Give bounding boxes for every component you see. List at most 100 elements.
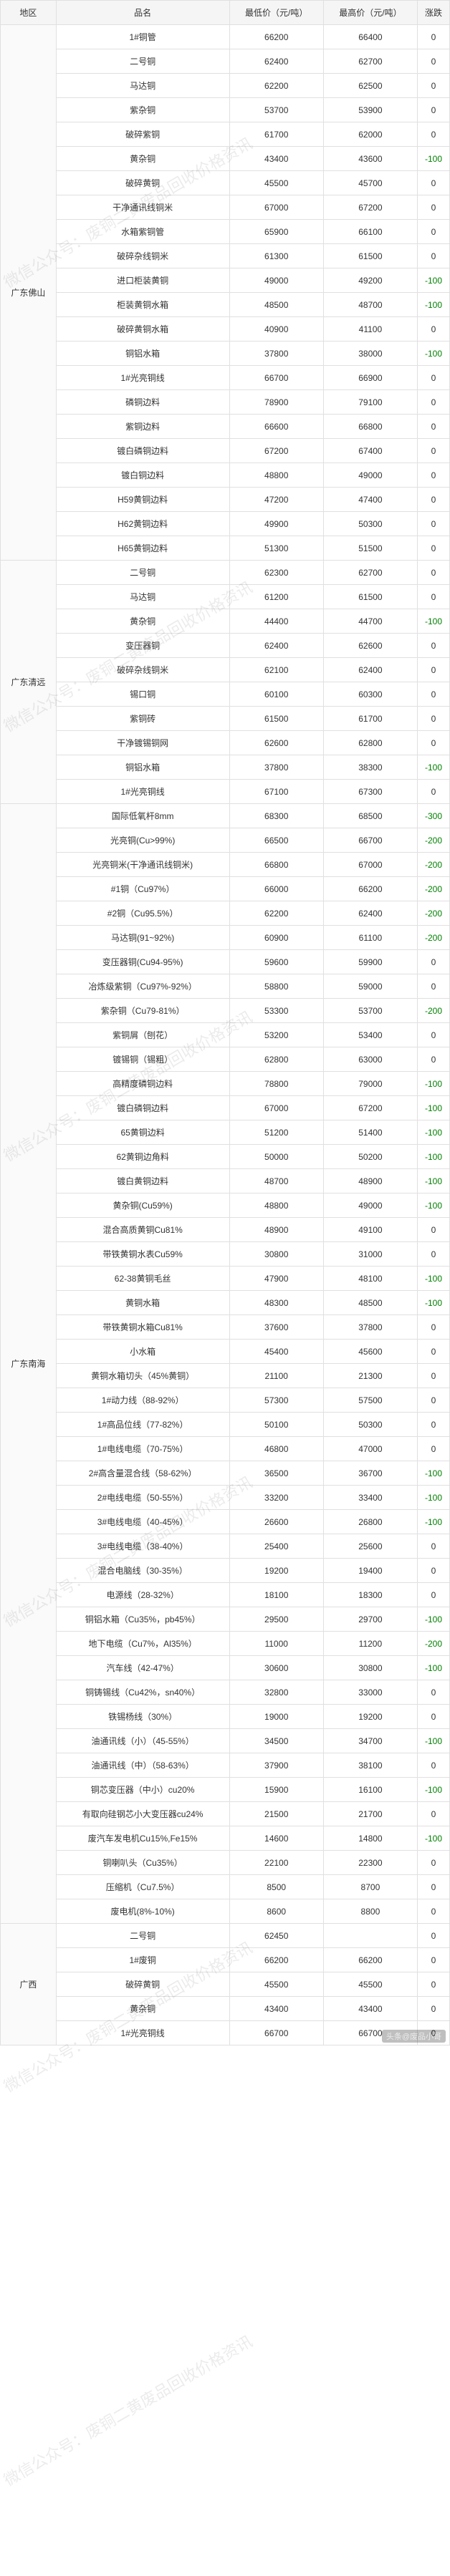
low-price: 67000 bbox=[229, 195, 323, 220]
table-row: 破碎黄铜水箱40900411000 bbox=[1, 317, 450, 342]
table-row: 65黄铜边料5120051400-100 bbox=[1, 1120, 450, 1145]
high-price: 34700 bbox=[323, 1729, 417, 1753]
high-price: 30800 bbox=[323, 1656, 417, 1680]
product-name: 油通讯线（中）（58-63%） bbox=[56, 1753, 229, 1778]
low-price: 34500 bbox=[229, 1729, 323, 1753]
table-row: 铁锡杨线（30%）19000192000 bbox=[1, 1705, 450, 1729]
low-price: 49000 bbox=[229, 268, 323, 293]
table-row: 光亮铜米(干净通讯线铜米)6680067000-200 bbox=[1, 853, 450, 877]
low-price: 45400 bbox=[229, 1340, 323, 1364]
table-row: 铜铸锡线（Cu42%，sn40%）32800330000 bbox=[1, 1680, 450, 1705]
product-name: 二号铜 bbox=[56, 49, 229, 74]
change-value: -100 bbox=[418, 755, 450, 780]
high-price: 49100 bbox=[323, 1218, 417, 1242]
source-tag: 头条@废品小哥 bbox=[382, 2030, 446, 2043]
change-value: -100 bbox=[418, 1096, 450, 1120]
product-name: H62黄铜边料 bbox=[56, 512, 229, 536]
product-name: 1#高品位线（77-82%） bbox=[56, 1413, 229, 1437]
change-value: -100 bbox=[418, 1193, 450, 1218]
product-name: H59黄铜边料 bbox=[56, 488, 229, 512]
low-price: 66700 bbox=[229, 2021, 323, 2045]
change-value: -100 bbox=[418, 1145, 450, 1169]
change-value: 0 bbox=[418, 1364, 450, 1388]
table-row: 地下电缆（Cu7%，Al35%）1100011200-200 bbox=[1, 1632, 450, 1656]
low-price: 62200 bbox=[229, 74, 323, 98]
change-value: -100 bbox=[418, 342, 450, 366]
high-price: 8800 bbox=[323, 1899, 417, 1924]
table-row: 铜芯变压器（中小）cu20%1590016100-100 bbox=[1, 1778, 450, 1802]
product-name: 混合高质黄铜Cu81% bbox=[56, 1218, 229, 1242]
change-value: 0 bbox=[418, 707, 450, 731]
table-row: 混合电脑线（30-35%）19200194000 bbox=[1, 1559, 450, 1583]
table-row: 黄铜水箱切头（45%黄铜）21100213000 bbox=[1, 1364, 450, 1388]
table-row: 铜铝水箱（Cu35%，pb45%）2950029700-100 bbox=[1, 1607, 450, 1632]
low-price: 51200 bbox=[229, 1120, 323, 1145]
low-price: 32800 bbox=[229, 1680, 323, 1705]
high-price: 48100 bbox=[323, 1267, 417, 1291]
low-price: 60100 bbox=[229, 682, 323, 707]
high-price: 67000 bbox=[323, 853, 417, 877]
change-value: 0 bbox=[418, 950, 450, 974]
table-row: 马达铜62200625000 bbox=[1, 74, 450, 98]
high-price: 47000 bbox=[323, 1437, 417, 1461]
product-name: 小水箱 bbox=[56, 1340, 229, 1364]
high-price: 45500 bbox=[323, 1972, 417, 1997]
table-row: 黄杂铜4340043600-100 bbox=[1, 147, 450, 171]
high-price: 50300 bbox=[323, 512, 417, 536]
product-name: 国际低氧杆8mm bbox=[56, 804, 229, 828]
table-row: 冶炼级紫铜（Cu97%-92%）58800590000 bbox=[1, 974, 450, 999]
low-price: 11000 bbox=[229, 1632, 323, 1656]
change-value: 0 bbox=[418, 415, 450, 439]
low-price: 60900 bbox=[229, 926, 323, 950]
high-price bbox=[323, 1924, 417, 1948]
table-row: 柜装黄铜水箱4850048700-100 bbox=[1, 293, 450, 317]
high-price: 50300 bbox=[323, 1413, 417, 1437]
high-price: 53900 bbox=[323, 98, 417, 122]
high-price: 62600 bbox=[323, 634, 417, 658]
high-price: 26800 bbox=[323, 1510, 417, 1534]
low-price: 62400 bbox=[229, 49, 323, 74]
table-row: 镀白磷铜边料6700067200-100 bbox=[1, 1096, 450, 1120]
high-price: 49000 bbox=[323, 463, 417, 488]
table-row: 破碎黄铜45500455000 bbox=[1, 1972, 450, 1997]
product-name: 冶炼级紫铜（Cu97%-92%） bbox=[56, 974, 229, 999]
low-price: 62200 bbox=[229, 901, 323, 926]
high-price: 31000 bbox=[323, 1242, 417, 1267]
high-price: 29700 bbox=[323, 1607, 417, 1632]
product-name: #1铜（Cu97%） bbox=[56, 877, 229, 901]
change-value: 0 bbox=[418, 25, 450, 49]
table-row: 干净镀锡铜网62600628000 bbox=[1, 731, 450, 755]
low-price: 47900 bbox=[229, 1267, 323, 1291]
high-price: 48700 bbox=[323, 293, 417, 317]
high-price: 51400 bbox=[323, 1120, 417, 1145]
high-price: 67200 bbox=[323, 195, 417, 220]
high-price: 11200 bbox=[323, 1632, 417, 1656]
low-price: 50000 bbox=[229, 1145, 323, 1169]
table-row: 62黄铜边角料5000050200-100 bbox=[1, 1145, 450, 1169]
change-value: -200 bbox=[418, 853, 450, 877]
low-price: 22100 bbox=[229, 1851, 323, 1875]
high-price: 43600 bbox=[323, 147, 417, 171]
change-value: 0 bbox=[418, 561, 450, 585]
change-value: 0 bbox=[418, 317, 450, 342]
product-name: 2#高含量混合线（58-62%） bbox=[56, 1461, 229, 1486]
low-price: 29500 bbox=[229, 1607, 323, 1632]
high-price: 51500 bbox=[323, 536, 417, 561]
product-name: 进口柜装黄铜 bbox=[56, 268, 229, 293]
low-price: 25400 bbox=[229, 1534, 323, 1559]
product-name: 变压器铜(Cu94-95%) bbox=[56, 950, 229, 974]
product-name: 紫铜砖 bbox=[56, 707, 229, 731]
table-row: 铜铝水箱3780038000-100 bbox=[1, 342, 450, 366]
change-value: 0 bbox=[418, 1340, 450, 1364]
high-price: 66800 bbox=[323, 415, 417, 439]
table-row: 干净通讯线铜米67000672000 bbox=[1, 195, 450, 220]
low-price: 58800 bbox=[229, 974, 323, 999]
high-price: 53700 bbox=[323, 999, 417, 1023]
product-name: 破碎黄铜 bbox=[56, 1972, 229, 1997]
table-row: 1#光亮铜线66700669000 bbox=[1, 366, 450, 390]
change-value: 0 bbox=[418, 658, 450, 682]
table-row: 3#电线电缆（40-45%）2660026800-100 bbox=[1, 1510, 450, 1534]
low-price: 49900 bbox=[229, 512, 323, 536]
product-name: 油通讯线（小）（45-55%） bbox=[56, 1729, 229, 1753]
product-name: 破碎杂线铜米 bbox=[56, 658, 229, 682]
